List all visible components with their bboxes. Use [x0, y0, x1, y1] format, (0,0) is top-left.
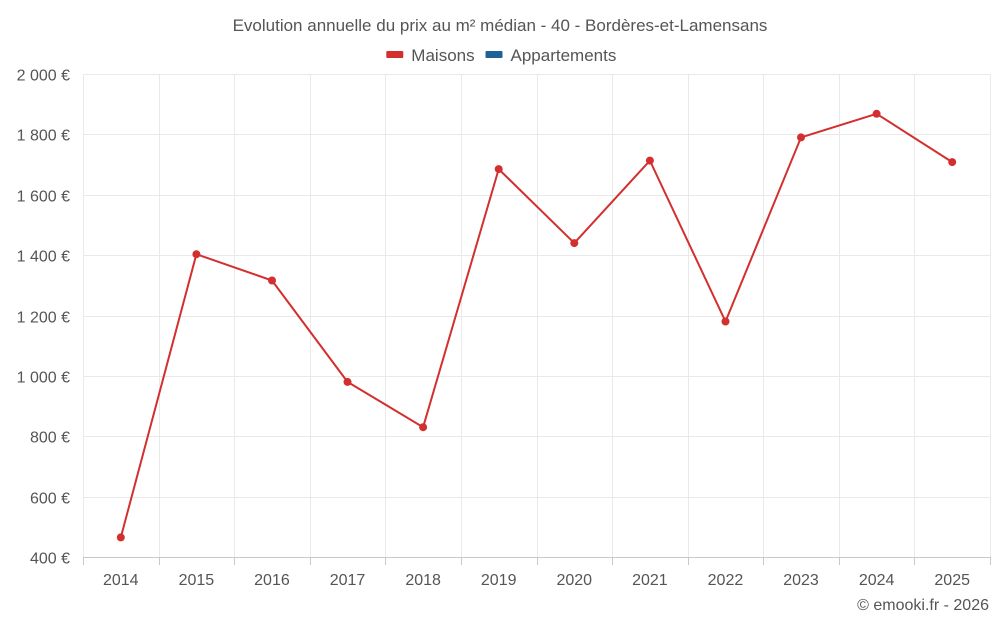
x-tick-label: 2025	[934, 572, 970, 589]
legend: Maisons Appartements	[386, 46, 616, 65]
legend-label: Appartements	[511, 46, 617, 65]
legend-label: Maisons	[411, 46, 474, 65]
legend-swatch	[386, 51, 404, 58]
series-group	[116, 109, 957, 542]
x-tick-label: 2023	[783, 572, 819, 589]
x-tick-label: 2022	[708, 572, 744, 589]
data-point-maisons-2021[interactable]	[645, 156, 654, 165]
x-tick-label: 2015	[179, 572, 215, 589]
x-tick-label: 2018	[405, 572, 441, 589]
credit-text: © emooki.fr - 2026	[857, 597, 989, 614]
x-tick-label: 2021	[632, 572, 668, 589]
data-point-maisons-2019[interactable]	[494, 165, 503, 174]
data-point-maisons-2024[interactable]	[872, 109, 881, 118]
x-axis-ticks: 2014 2015 2016 2017 2018 2019 2020 2021 2022 2023…	[83, 557, 991, 589]
y-tick-label: 2 000 €	[17, 68, 70, 85]
y-tick-label: 600 €	[30, 491, 70, 508]
data-point-maisons-2014[interactable]	[116, 533, 125, 542]
data-point-maisons-2018[interactable]	[419, 423, 428, 432]
x-tick-label: 2016	[254, 572, 290, 589]
y-tick-label: 1 200 €	[17, 310, 70, 327]
x-tick-label: 2014	[103, 572, 139, 589]
series-line-maisons	[119, 112, 953, 538]
y-axis-ticks: 400 € 600 € 800 € 1 000 € 1 200 € 1 400 € 1 60…	[17, 68, 70, 568]
data-point-maisons-2025[interactable]	[948, 158, 957, 167]
x-tick-label: 2017	[330, 572, 366, 589]
x-tick-label: 2024	[859, 572, 895, 589]
legend-item-appartements[interactable]: Appartements	[485, 46, 617, 65]
x-tick-label: 2019	[481, 572, 517, 589]
y-tick-label: 1 000 €	[17, 370, 70, 387]
y-tick-label: 1 800 €	[17, 128, 70, 145]
data-point-maisons-2023[interactable]	[797, 133, 805, 142]
chart-title: Evolution annuelle du prix au m² médian …	[233, 16, 768, 35]
y-tick-label: 1 400 €	[17, 249, 70, 266]
y-tick-label: 1 600 €	[17, 189, 70, 206]
y-tick-label: 400 €	[30, 551, 70, 568]
data-point-maisons-2016[interactable]	[268, 276, 276, 285]
data-point-maisons-2017[interactable]	[343, 377, 352, 386]
legend-swatch	[485, 51, 503, 58]
y-gridlines	[83, 74, 990, 498]
x-gridlines	[83, 74, 991, 557]
x-tick-label: 2020	[556, 572, 592, 589]
data-point-maisons-2020[interactable]	[570, 239, 579, 248]
y-tick-label: 800 €	[30, 430, 70, 447]
data-point-maisons-2022[interactable]	[721, 317, 730, 326]
legend-item-maisons[interactable]: Maisons	[386, 46, 475, 65]
data-point-maisons-2015[interactable]	[192, 250, 201, 259]
